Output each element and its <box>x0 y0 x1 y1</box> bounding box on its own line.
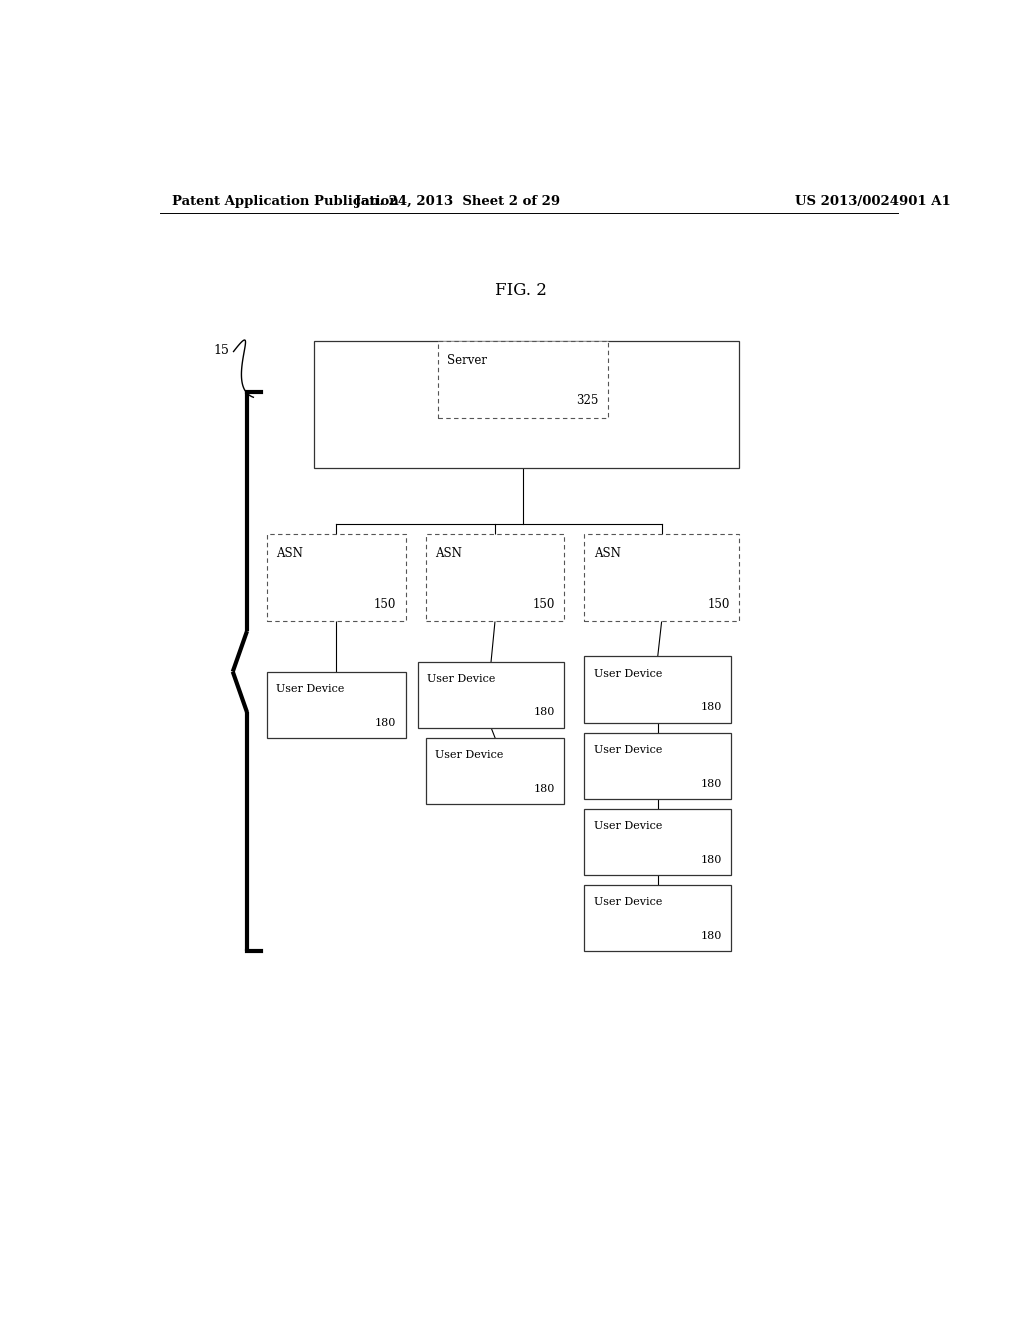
FancyBboxPatch shape <box>267 535 406 620</box>
Text: 180: 180 <box>534 784 555 793</box>
Text: User Device: User Device <box>427 673 496 684</box>
FancyBboxPatch shape <box>426 738 564 804</box>
Text: Patent Application Publication: Patent Application Publication <box>172 194 398 207</box>
FancyBboxPatch shape <box>585 809 731 875</box>
Text: User Device: User Device <box>594 898 663 907</box>
Text: User Device: User Device <box>594 744 663 755</box>
Text: User Device: User Device <box>594 669 663 678</box>
Text: 180: 180 <box>700 931 722 941</box>
Text: Jan. 24, 2013  Sheet 2 of 29: Jan. 24, 2013 Sheet 2 of 29 <box>354 194 560 207</box>
Text: 325: 325 <box>577 395 599 408</box>
Text: 180: 180 <box>700 855 722 865</box>
Text: US 2013/0024901 A1: US 2013/0024901 A1 <box>795 194 950 207</box>
Text: User Device: User Device <box>435 750 504 760</box>
FancyBboxPatch shape <box>585 733 731 799</box>
Text: ASN: ASN <box>594 546 621 560</box>
FancyBboxPatch shape <box>585 535 739 620</box>
FancyBboxPatch shape <box>267 672 406 738</box>
Text: 180: 180 <box>700 779 722 788</box>
Text: 15: 15 <box>214 343 229 356</box>
Text: 180: 180 <box>700 702 722 713</box>
Text: 150: 150 <box>532 598 555 611</box>
FancyBboxPatch shape <box>426 535 564 620</box>
Text: User Device: User Device <box>276 684 345 694</box>
Text: 150: 150 <box>708 598 729 611</box>
Text: 180: 180 <box>375 718 396 727</box>
Text: ASN: ASN <box>276 546 303 560</box>
FancyBboxPatch shape <box>585 656 731 722</box>
FancyBboxPatch shape <box>418 661 564 727</box>
Text: Server: Server <box>447 354 487 367</box>
Text: User Device: User Device <box>594 821 663 832</box>
Text: 150: 150 <box>374 598 396 611</box>
Text: ASN: ASN <box>435 546 462 560</box>
FancyBboxPatch shape <box>585 886 731 952</box>
Text: 180: 180 <box>534 708 555 718</box>
Text: FIG. 2: FIG. 2 <box>495 282 547 300</box>
FancyBboxPatch shape <box>314 342 739 469</box>
FancyBboxPatch shape <box>437 342 608 417</box>
